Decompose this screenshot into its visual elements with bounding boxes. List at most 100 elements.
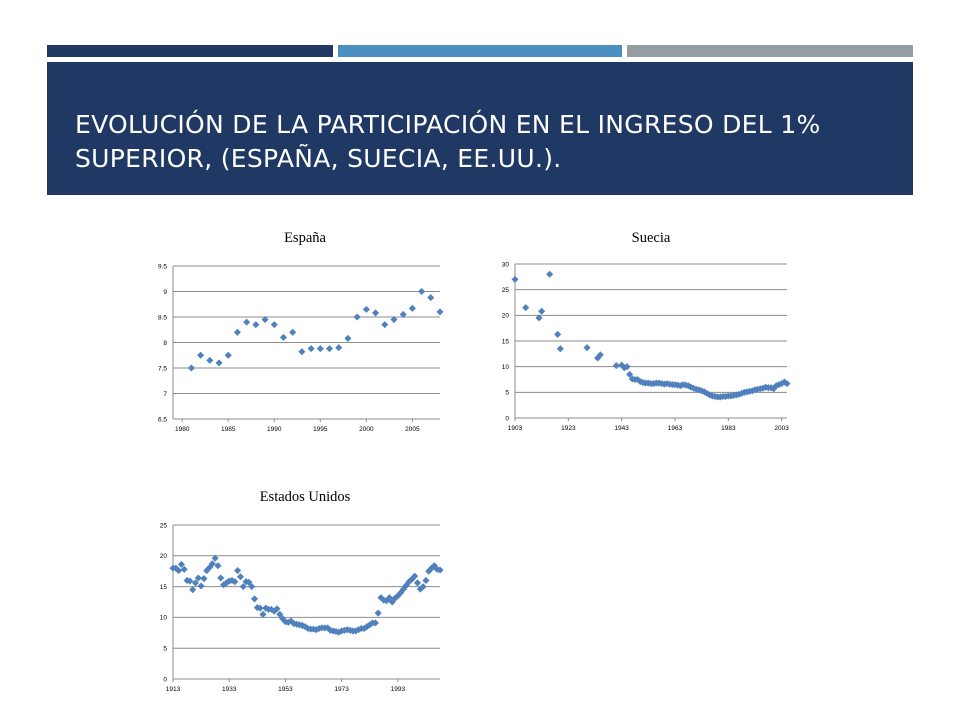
x-tick-label: 1983	[721, 425, 736, 432]
y-tick-label: 7.5	[158, 365, 167, 372]
data-point	[511, 275, 519, 283]
x-tick-label: 2000	[359, 426, 374, 433]
data-point	[208, 560, 216, 568]
chart-title: España	[284, 230, 326, 246]
data-point	[259, 610, 267, 618]
data-point	[556, 345, 564, 353]
x-tick-label: 1973	[334, 686, 349, 693]
data-point	[372, 309, 380, 317]
data-point	[215, 359, 223, 367]
data-point	[623, 363, 631, 371]
data-point	[522, 304, 530, 312]
accent-bar-gray	[627, 45, 913, 57]
data-point	[197, 582, 205, 590]
data-point	[243, 318, 251, 326]
data-point	[427, 294, 435, 302]
data-point	[374, 609, 382, 617]
y-tick-label: 5	[505, 390, 509, 397]
data-point	[385, 594, 393, 602]
x-tick-label: 1943	[614, 425, 629, 432]
data-point	[381, 321, 389, 329]
data-point	[270, 321, 278, 329]
chart-espana: España 6.5 7 7.5 8 8.5 9 9.5 1980 1985 1990 1995 200…	[140, 225, 450, 435]
x-tick-label: 1993	[391, 686, 406, 693]
accent-bar-navy	[47, 45, 333, 57]
data-point	[177, 560, 185, 568]
data-point	[187, 364, 195, 372]
y-tick-label: 20	[502, 313, 510, 320]
x-tick-label: 1933	[222, 686, 237, 693]
y-tick-label: 0	[163, 676, 167, 683]
title-banner: EVOLUCIÓN DE LA PARTICIPACIÓN EN EL INGR…	[47, 62, 913, 195]
data-point	[279, 333, 288, 341]
y-tick-label: 9	[163, 289, 167, 296]
data-point	[538, 307, 546, 315]
data-point	[189, 586, 197, 594]
data-point	[413, 579, 422, 587]
y-tick-label: 25	[160, 522, 168, 529]
data-point	[197, 351, 205, 359]
y-tick-label: 10	[502, 364, 510, 371]
y-tick-label: 8	[163, 340, 167, 347]
data-point	[233, 328, 241, 336]
data-point	[626, 370, 634, 378]
data-point	[206, 356, 214, 364]
x-tick-label: 1923	[561, 425, 576, 432]
y-tick-label: 0	[505, 415, 509, 422]
data-point	[546, 270, 554, 278]
x-tick-label: 1995	[313, 426, 328, 433]
x-tick-label: 1963	[668, 425, 683, 432]
data-point	[418, 287, 426, 296]
data-point	[344, 334, 352, 342]
data-point	[273, 605, 281, 613]
x-tick-label: 1990	[267, 426, 282, 433]
data-point	[200, 575, 208, 583]
data-point	[436, 308, 444, 316]
data-point	[390, 316, 398, 324]
data-point	[408, 304, 416, 312]
x-tick-label: 2005	[405, 426, 420, 433]
y-tick-label: 8.5	[158, 314, 167, 321]
data-point	[411, 572, 419, 580]
chart-espana-svg: España 6.5 7 7.5 8 8.5 9 9.5 1980 1985 1990 1995 200…	[158, 230, 444, 433]
data-point	[252, 321, 260, 329]
data-point	[234, 567, 242, 575]
chart-title: Suecia	[632, 230, 671, 246]
chart-title: Estados Unidos	[260, 489, 351, 505]
chart-suecia: Suecia 0 5 10 15 20 25 30 1903 1923 1943 1963 1983 20…	[480, 225, 800, 435]
data-point	[535, 314, 543, 322]
y-tick-label: 25	[502, 287, 510, 294]
data-point	[298, 348, 306, 356]
x-tick-label: 2003	[774, 425, 789, 432]
y-tick-label: 15	[160, 584, 168, 591]
x-tick-label: 1903	[508, 425, 523, 432]
data-point	[217, 574, 225, 582]
data-point	[436, 566, 444, 574]
data-point	[289, 328, 297, 336]
data-point	[214, 562, 222, 570]
data-point	[783, 380, 791, 388]
x-tick-label: 1953	[278, 686, 293, 693]
data-point	[231, 578, 239, 586]
data-point	[554, 330, 562, 338]
y-tick-label: 10	[160, 615, 168, 622]
slide-title: EVOLUCIÓN DE LA PARTICIPACIÓN EN EL INGR…	[75, 110, 821, 173]
y-tick-label: 30	[502, 261, 510, 268]
data-point	[250, 595, 259, 603]
chart-suecia-svg: Suecia 0 5 10 15 20 25 30 1903 1923 1943 1963 1983 20…	[502, 230, 791, 432]
x-tick-label: 1985	[221, 426, 236, 433]
accent-bar-blue	[338, 45, 622, 57]
data-point	[316, 345, 324, 353]
data-point	[236, 573, 244, 581]
y-tick-label: 20	[160, 553, 168, 560]
chart-estados-unidos: Estados Unidos 0 5 10 15 20 25 1913 1933 1953 1973…	[140, 485, 450, 700]
x-tick-label: 1980	[175, 426, 190, 433]
data-point	[224, 351, 232, 359]
y-tick-label: 5	[163, 646, 167, 653]
data-point	[325, 345, 334, 353]
y-tick-label: 6.5	[158, 416, 167, 423]
data-point	[335, 344, 343, 352]
data-point	[422, 576, 430, 584]
data-point	[353, 313, 361, 321]
y-tick-label: 9.5	[158, 263, 167, 270]
